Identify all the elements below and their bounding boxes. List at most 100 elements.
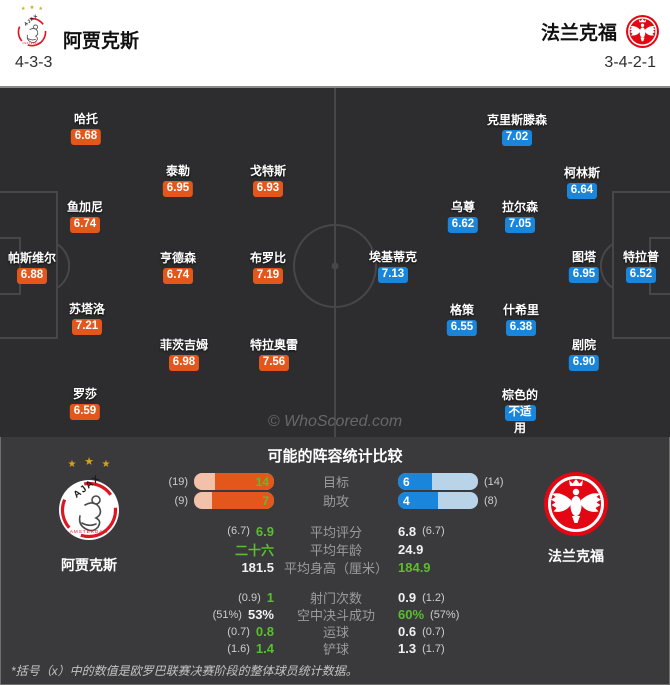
player-home[interactable]: 戈特斯 6.93: [250, 164, 286, 197]
whoscored-watermark: © WhoScored.com: [267, 413, 403, 430]
stat-row: (51%) 53% 空中决斗成功 60% (57%): [1, 606, 669, 623]
player-away[interactable]: 埃基蒂克 7.13: [369, 250, 417, 283]
stat-label: 目标: [322, 475, 349, 490]
home-stat-bar: 14: [194, 473, 274, 490]
player-away[interactable]: 图塔 6.95: [568, 250, 600, 283]
away-stat-value: 184.9: [398, 559, 431, 575]
player-rating-badge: 6.59: [69, 404, 101, 420]
player-name: 剧院: [571, 338, 597, 352]
home-overall-value: (9): [174, 494, 188, 507]
ajax-logo: [13, 4, 51, 51]
stat-label: 平均年龄: [309, 542, 362, 558]
player-away[interactable]: 特拉普 6.52: [623, 250, 659, 283]
player-home[interactable]: 帕斯维尔 6.88: [8, 251, 56, 284]
player-rating-badge: 6.64: [566, 183, 598, 199]
player-rating-badge: 7.02: [501, 130, 533, 146]
player-away[interactable]: 格策 6.55: [446, 303, 478, 336]
player-rating-badge: 6.74: [69, 217, 101, 233]
home-overall-value: (0.9): [238, 591, 261, 604]
stat-row: (1.6) 1.4 铲球 1.3 (1.7): [1, 640, 669, 657]
player-home[interactable]: 鱼加尼 6.74: [67, 200, 103, 233]
home-stat-value: 6.9: [255, 523, 274, 539]
away-team-name[interactable]: 法兰克福: [540, 23, 617, 44]
player-rating-badge: 7.05: [504, 217, 536, 233]
stat-label: 助攻: [322, 494, 349, 509]
players-layer: 哈托 6.68 泰勒 6.95 戈特斯 6.93 鱼加尼 6.74 帕斯维尔 6.88 亨德森 6.7…: [0, 88, 670, 437]
player-away[interactable]: 什希里 6.38: [503, 303, 539, 336]
stat-row: (6.7) 6.9 平均评分 6.8 (6.7): [1, 522, 669, 540]
player-rating-badge: 6.90: [568, 355, 600, 371]
stat-bar-row: (9) 7 助攻 4 (8): [1, 491, 669, 510]
home-overall-value: (0.7): [227, 625, 250, 638]
player-home[interactable]: 罗莎 6.59: [69, 387, 101, 420]
pitch: 哈托 6.68 泰勒 6.95 戈特斯 6.93 鱼加尼 6.74 帕斯维尔 6.88 亨德森 6.7…: [0, 88, 670, 437]
player-rating-badge: 7.21: [71, 319, 103, 335]
player-away[interactable]: 棕色的 不适用: [502, 388, 538, 435]
away-stat-value: 24.9: [398, 541, 424, 557]
away-overall-value: (6.7): [422, 525, 445, 537]
stat-row: (0.7) 0.8 运球 0.6 (0.7): [1, 623, 669, 640]
away-overall-value: (8): [484, 494, 498, 507]
player-rating-badge: 6.52: [625, 267, 657, 283]
home-overall-value: (1.6): [227, 642, 250, 655]
player-home[interactable]: 特拉奥雷 7.56: [250, 338, 298, 371]
player-rating-badge: 6.98: [168, 355, 200, 371]
player-away[interactable]: 柯林斯 6.64: [564, 166, 600, 199]
player-rating-badge: 6.93: [252, 181, 284, 197]
player-rating-overflow: 用: [513, 421, 527, 435]
player-away[interactable]: 克里斯滕森 7.02: [487, 113, 547, 146]
player-rating-badge: 6.68: [70, 129, 102, 145]
player-away[interactable]: 拉尔森 7.05: [502, 200, 538, 233]
away-stat-value: 6.8: [398, 523, 417, 539]
home-team-name[interactable]: 阿贾克斯: [63, 31, 140, 52]
home-overall-value: (19): [168, 475, 188, 488]
player-home[interactable]: 亨德森 6.74: [160, 251, 196, 284]
bar-rows: (19) 14 目标 6 (14) (9) 7 助攻 4: [1, 472, 669, 510]
player-name: 鱼加尼: [66, 200, 104, 214]
player-rating-badge: 6.38: [505, 320, 537, 336]
player-name: 罗莎: [72, 387, 98, 401]
home-overall-value: (6.7): [227, 525, 250, 537]
player-name: 格策: [449, 303, 475, 317]
away-crest-label: 法兰克福: [548, 548, 604, 564]
away-bar-value: 4: [403, 493, 410, 508]
away-overall-value: (1.7): [422, 642, 445, 655]
away-stat-value: 1.3: [398, 641, 417, 656]
home-stat-bar: 7: [194, 492, 274, 509]
away-overall-value: (0.7): [422, 625, 445, 638]
player-home[interactable]: 泰勒 6.95: [162, 164, 194, 197]
stat-row: (0.9) 1 射门次数 0.9 (1.2): [1, 589, 669, 606]
player-rating-badge: 7.13: [377, 267, 409, 283]
home-crest-label: 阿贾克斯: [61, 557, 117, 573]
home-team-header[interactable]: 阿贾克斯: [13, 4, 139, 53]
stat-label: 平均评分: [309, 524, 362, 540]
player-name: 特拉普: [622, 250, 660, 264]
home-stat-value: 1: [266, 590, 274, 605]
player-home[interactable]: 菲茨吉姆 6.98: [160, 338, 208, 371]
stats-footnote: *括号（x）中的数值是欧罗巴联赛决赛阶段的整体球员统计数据。: [11, 664, 358, 678]
player-name: 苏塔洛: [68, 302, 106, 316]
player-home[interactable]: 哈托 6.68: [70, 112, 102, 145]
player-away[interactable]: 剧院 6.90: [568, 338, 600, 371]
player-rating-badge: 7.19: [252, 268, 284, 284]
player-home[interactable]: 布罗比 7.19: [250, 251, 286, 284]
stat-label: 铲球: [322, 642, 349, 657]
player-home[interactable]: 苏塔洛 7.21: [69, 302, 105, 335]
lineup-stats-panel: 可能的阵容统计比较 (19) 14 目标 6 (14) (9) 7 助攻: [0, 437, 670, 685]
player-rating-badge: 6.74: [162, 268, 194, 284]
player-name: 菲茨吉姆: [159, 338, 209, 352]
player-name: 乌尊: [450, 200, 476, 214]
home-crest-block[interactable]: 阿贾克斯: [34, 455, 144, 575]
home-stat-value: 181.5: [241, 559, 274, 575]
player-away[interactable]: 乌尊 6.62: [447, 200, 479, 233]
away-team-header[interactable]: 法兰克福: [541, 14, 660, 49]
stat-label: 平均身高（厘米）: [283, 560, 388, 576]
away-stat-bar: 4: [398, 492, 478, 509]
away-stat-bar: 6: [398, 473, 478, 490]
match-header: 阿贾克斯 4-3-3 法兰克福 3-4-2-1: [0, 0, 670, 88]
player-name: 柯林斯: [563, 166, 601, 180]
away-overall-value: (57%): [430, 608, 460, 621]
away-crest-block[interactable]: 法兰克福: [521, 470, 631, 566]
player-name: 什希里: [502, 303, 540, 317]
